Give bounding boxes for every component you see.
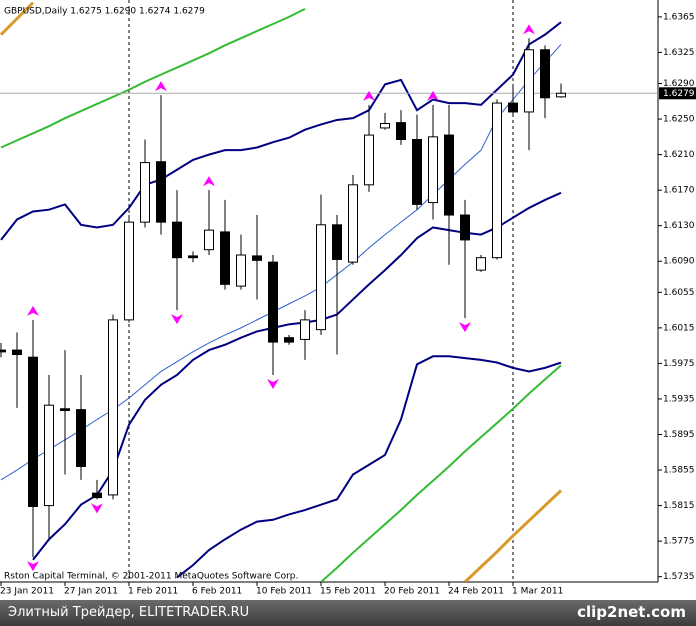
indicator-line — [320, 364, 562, 582]
x-tick-label: 23 Jan 2011 — [0, 587, 54, 597]
candle-body — [44, 404, 54, 507]
x-tick-label: 24 Feb 2011 — [448, 587, 504, 597]
footer-text: Элитный Трейдер, ELITETRADER.RU — [8, 605, 250, 620]
bid-box — [659, 87, 696, 100]
x-tick-label: 15 Feb 2011 — [320, 587, 376, 597]
y-tick-label: 1.6325 — [663, 48, 695, 58]
x-tick-label: 1 Mar 2011 — [512, 587, 563, 597]
candle-body — [396, 122, 406, 141]
candle-body — [156, 161, 166, 223]
y-tick-label: 1.6290 — [663, 79, 695, 89]
x-tick-label: 6 Feb 2011 — [192, 587, 242, 597]
fractal-up — [363, 90, 375, 101]
y-tick-label: 1.6210 — [663, 150, 695, 160]
indicator-line — [0, 7, 306, 149]
candle-body — [252, 255, 262, 261]
indicator-line — [32, 191, 562, 561]
y-tick-label: 1.6015 — [663, 323, 695, 333]
candle-body — [0, 349, 6, 353]
candle-body — [476, 257, 486, 271]
fractal-up — [27, 305, 39, 316]
candle-body — [508, 102, 518, 113]
x-tick-label: 20 Feb 2011 — [384, 587, 440, 597]
y-tick-label: 1.5975 — [663, 359, 695, 369]
candles — [0, 24, 566, 572]
candle-body — [300, 319, 310, 340]
indicator-line — [0, 21, 562, 241]
x-tick-label: 27 Jan 2011 — [64, 587, 118, 597]
chart: GBPUSD,Daily 1.6275 1.6290 1.6274 1.6279… — [0, 0, 696, 597]
x-tick-label: 1 Feb 2011 — [128, 587, 178, 597]
candle-body — [492, 102, 502, 259]
chart-title: GBPUSD,Daily 1.6275 1.6290 1.6274 1.6279 — [4, 7, 205, 17]
candle-body — [188, 255, 198, 259]
candle-body — [60, 408, 70, 412]
candle-body — [268, 261, 278, 343]
logo[interactable]: clip2net.com — [577, 603, 686, 621]
y-tick-label: 1.6170 — [663, 186, 695, 196]
y-tick-label: 1.6055 — [663, 288, 695, 298]
candle-body — [236, 254, 246, 287]
bid-label: 1.6279 — [663, 89, 695, 99]
candle-body — [284, 337, 294, 343]
fractal-up — [523, 24, 535, 35]
candle-body — [444, 134, 454, 216]
y-tick-label: 1.6090 — [663, 257, 695, 267]
indicator-line — [463, 489, 563, 582]
candle-body — [540, 49, 550, 99]
fractal-down — [27, 561, 39, 572]
y-tick-label: 1.5735 — [663, 572, 695, 582]
candle-body — [92, 492, 102, 499]
fractal-up — [203, 176, 215, 187]
y-tick-label: 1.6130 — [663, 221, 695, 231]
candle-body — [28, 356, 38, 507]
fractal-up — [155, 81, 167, 92]
fractal-down — [91, 503, 103, 514]
candle-body — [108, 319, 118, 496]
candle-body — [460, 214, 470, 241]
candle-body — [140, 162, 150, 223]
footer: Элитный Трейдер, ELITETRADER.RU clip2net… — [0, 600, 696, 626]
y-tick-label: 1.6365 — [663, 12, 695, 22]
candle-body — [412, 139, 422, 205]
y-tick-label: 1.5775 — [663, 537, 695, 547]
indicator-line — [0, 1, 35, 36]
fractal-down — [267, 378, 279, 389]
indicator-line — [176, 355, 562, 579]
indicator-line — [0, 44, 562, 481]
credit: Rston Capital Terminal, © 2001-2011 Meta… — [4, 572, 298, 582]
fractal-down — [171, 314, 183, 325]
candle-body — [428, 136, 438, 204]
y-tick-label: 1.5935 — [663, 394, 695, 404]
candle-body — [204, 229, 214, 251]
candle-body — [220, 231, 230, 285]
candle-body — [364, 134, 374, 186]
y-tick-label: 1.6250 — [663, 115, 695, 125]
candle-body — [76, 409, 86, 467]
candle-body — [556, 92, 566, 98]
candle-body — [172, 221, 182, 259]
fractal-up — [427, 90, 439, 101]
candle-body — [524, 49, 534, 113]
candle-body — [380, 123, 390, 129]
candle-body — [316, 224, 326, 331]
y-tick-label: 1.5855 — [663, 466, 695, 476]
x-tick-label: 10 Feb 2011 — [256, 587, 312, 597]
indicators — [0, 1, 658, 582]
candle-body — [348, 184, 358, 263]
candle-body — [12, 349, 22, 356]
y-tick-label: 1.5895 — [663, 430, 695, 440]
candle-body — [124, 221, 134, 321]
candle-body — [332, 224, 342, 260]
y-tick-label: 1.5815 — [663, 501, 695, 511]
fractal-down — [459, 322, 471, 333]
